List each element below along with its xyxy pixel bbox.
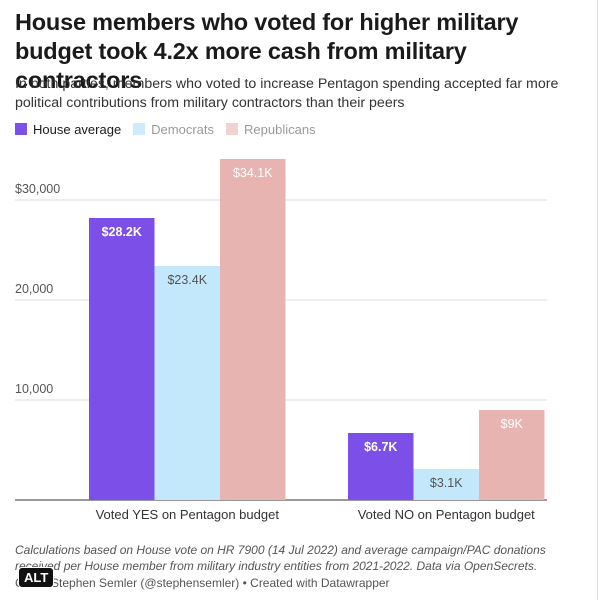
chart-footnote: Calculations based on House vote on HR 7… — [15, 543, 546, 573]
bar — [220, 159, 286, 500]
y-tick-label: $30,000 — [15, 182, 60, 196]
chart-subtitle: In both parties, members who voted to in… — [15, 76, 559, 111]
legend-item-republicans: Republicans — [226, 122, 316, 137]
bar-value-label: $34.1K — [233, 166, 273, 180]
y-tick-label: 10,000 — [15, 382, 53, 396]
x-category-label: Voted YES on Pentagon budget — [96, 507, 280, 522]
alt-text-badge[interactable]: ALT — [18, 567, 55, 588]
legend-item-house-average: House average — [15, 122, 121, 137]
bar — [348, 433, 414, 500]
chart-legend: House average Democrats Republicans — [15, 120, 328, 138]
bar-value-label: $23.4K — [167, 273, 207, 287]
legend-swatch-republicans — [226, 123, 239, 135]
bar — [479, 410, 545, 500]
bar-chart: 10,000 20,000 $30,000 $28.2K $23.4K $34.1K Vot… — [15, 159, 547, 522]
bar-value-label: $9K — [501, 417, 524, 431]
legend-label-republicans: Republicans — [244, 121, 316, 137]
bar-value-label: $3.1K — [430, 476, 463, 490]
bar — [89, 218, 155, 500]
legend-item-democrats: Democrats — [133, 122, 214, 137]
x-category-label: Voted NO on Pentagon budget — [358, 507, 535, 522]
chart-credit: Chart: Stephen Semler (@stephensemler) •… — [15, 576, 390, 590]
bar-value-label: $28.2K — [102, 225, 142, 239]
legend-swatch-democrats — [133, 123, 146, 135]
legend-swatch-house-average — [15, 123, 27, 135]
bar — [413, 469, 479, 500]
legend-label-house-average: House average — [33, 121, 122, 137]
bar — [154, 266, 220, 500]
y-tick-label: 20,000 — [15, 282, 53, 296]
legend-label-democrats: Democrats — [151, 121, 215, 137]
chart-title: House members who voted for higher milit… — [15, 9, 519, 93]
bar-value-label: $6.7K — [364, 440, 397, 454]
